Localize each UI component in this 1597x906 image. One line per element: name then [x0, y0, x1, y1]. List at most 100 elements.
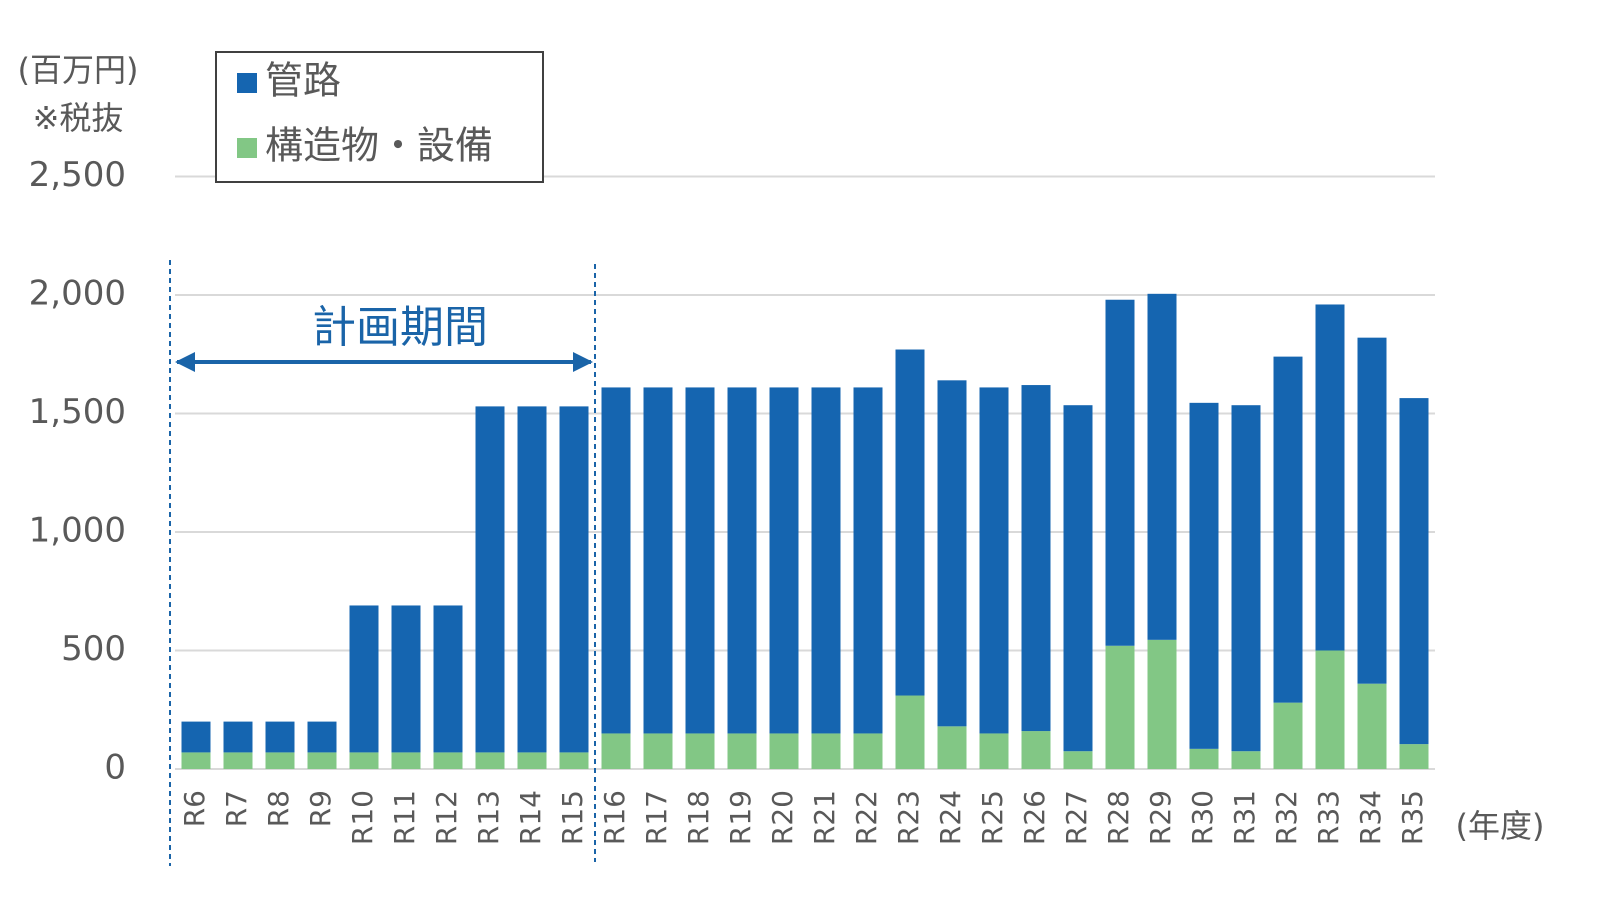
y-unit: (百万円) — [18, 51, 139, 89]
bar-segment — [643, 387, 673, 734]
x-tick-label: R6 — [178, 790, 211, 827]
x-tick-label: R25 — [976, 790, 1009, 845]
x-tick-label: R23 — [892, 790, 925, 845]
bar-segment — [265, 752, 295, 769]
bar-segment — [1189, 748, 1219, 769]
bar-segment — [979, 733, 1009, 769]
bar-segment — [769, 387, 799, 734]
legend-swatch — [237, 73, 257, 93]
bar-segment — [979, 387, 1009, 734]
bar-segment — [1189, 402, 1219, 749]
bar-segment — [1231, 751, 1261, 769]
bar-segment — [433, 752, 463, 769]
y-tick-label: 2,000 — [29, 274, 126, 314]
x-tick-label: R7 — [220, 790, 253, 827]
x-tick-label: R24 — [934, 790, 967, 845]
bar-segment — [727, 387, 757, 734]
bar-segment — [853, 733, 883, 769]
x-tick-label: R8 — [262, 790, 295, 827]
x-tick-label: R35 — [1396, 790, 1429, 845]
bar-segment — [517, 752, 547, 769]
bar-segment — [1399, 744, 1429, 769]
bar-segment — [1147, 639, 1177, 769]
bar-segment — [1147, 293, 1177, 640]
bar-segment — [433, 605, 463, 753]
bar-segment — [727, 733, 757, 769]
bar-segment — [1399, 398, 1429, 745]
bar-segment — [1063, 405, 1093, 752]
x-tick-label: R20 — [766, 790, 799, 845]
bar-segment — [1273, 702, 1303, 769]
x-tick-label: R17 — [640, 790, 673, 845]
x-tick-label: R14 — [514, 790, 547, 845]
x-tick-label: R27 — [1060, 790, 1093, 845]
bar-segment — [1315, 650, 1345, 769]
bar-segment — [475, 406, 505, 753]
bar-segment — [391, 605, 421, 753]
bar-segment — [685, 733, 715, 769]
y-tick-label: 1,000 — [29, 511, 126, 551]
bar-segment — [181, 721, 211, 753]
bar-segment — [937, 380, 967, 727]
bar-segment — [391, 752, 421, 769]
bar-segment — [1021, 385, 1051, 732]
x-tick-label: R13 — [472, 790, 505, 845]
x-tick-label: R22 — [850, 790, 883, 845]
bar-segment — [475, 752, 505, 769]
bar-segment — [601, 733, 631, 769]
bar-segment — [559, 752, 589, 769]
bar-segment — [895, 349, 925, 696]
y-tick-label: 500 — [61, 629, 126, 669]
bar-segment — [853, 387, 883, 734]
x-tick-label: R9 — [304, 790, 337, 827]
legend-label: 管路 — [265, 59, 341, 103]
x-tick-label: R31 — [1228, 790, 1261, 845]
bar-segment — [1063, 751, 1093, 769]
x-tick-label: R33 — [1312, 790, 1345, 845]
bar-segment — [685, 387, 715, 734]
x-unit: (年度) — [1456, 807, 1545, 845]
x-tick-label: R34 — [1354, 790, 1387, 845]
legend-label: 構造物・設備 — [265, 124, 493, 168]
bar-segment — [307, 752, 337, 769]
x-tick-label: R29 — [1144, 790, 1177, 845]
bar-segment — [1105, 299, 1135, 646]
bar-segment — [1357, 683, 1387, 769]
x-tick-label: R12 — [430, 790, 463, 845]
bar-segment — [1315, 304, 1345, 651]
legend-box — [215, 51, 544, 183]
bar-segment — [1231, 405, 1261, 752]
legend-swatch — [237, 138, 257, 158]
bar-segment — [1021, 731, 1051, 769]
x-tick-label: R26 — [1018, 790, 1051, 845]
x-tick-label: R15 — [556, 790, 589, 845]
bar-segment — [307, 721, 337, 753]
x-tick-label: R28 — [1102, 790, 1135, 845]
bar-segment — [349, 752, 379, 769]
x-tick-label: R11 — [388, 790, 421, 845]
x-tick-label: R10 — [346, 790, 379, 845]
note: ※税抜 — [33, 99, 124, 137]
bar-segment — [1357, 337, 1387, 684]
y-tick-label: 2,500 — [29, 155, 126, 195]
bar-segment — [643, 733, 673, 769]
y-tick-label: 1,500 — [29, 392, 126, 432]
y-tick-label: 0 — [104, 748, 126, 788]
bar-segment — [223, 752, 253, 769]
bar-segment — [1273, 356, 1303, 703]
bar-segment — [895, 695, 925, 769]
bar-segment — [349, 605, 379, 753]
bar-segment — [559, 406, 589, 753]
bar-segment — [811, 387, 841, 734]
bar-segment — [181, 752, 211, 769]
bar-segment — [517, 406, 547, 753]
bar-segment — [601, 387, 631, 734]
period-label: 計画期間 — [312, 302, 488, 353]
x-tick-label: R30 — [1186, 790, 1219, 845]
bar-segment — [811, 733, 841, 769]
bar-segment — [265, 721, 295, 753]
x-tick-label: R21 — [808, 790, 841, 845]
bar-segment — [1105, 645, 1135, 769]
bar-segment — [223, 721, 253, 753]
